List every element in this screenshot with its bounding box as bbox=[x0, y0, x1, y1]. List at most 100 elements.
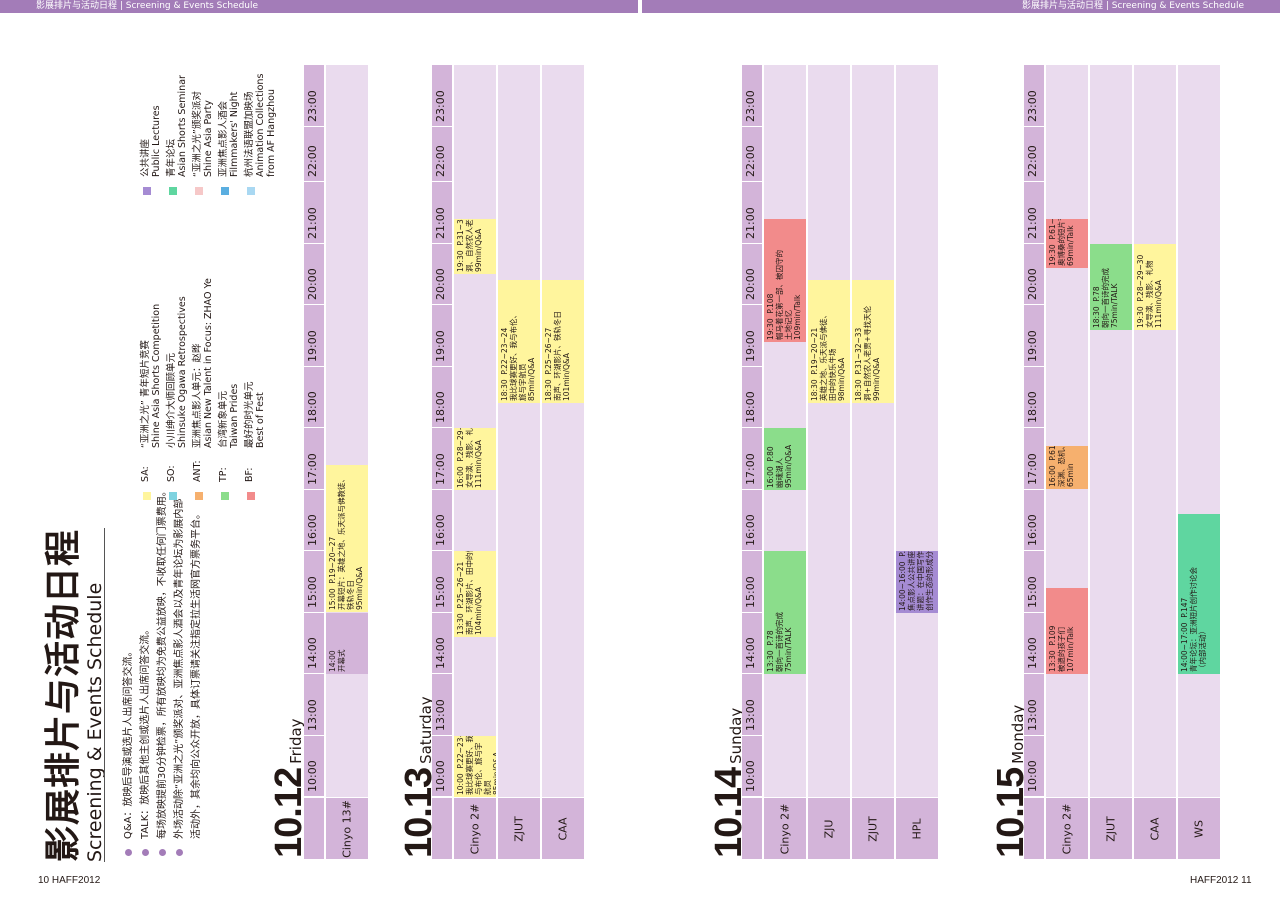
time-label: 20:00 bbox=[434, 268, 447, 300]
time-label: 17:00 bbox=[744, 452, 757, 485]
time-label: 19:00 bbox=[744, 329, 757, 362]
event-text: 16:00 P.80 幽魂湖人 95min/Q&A bbox=[766, 444, 793, 488]
event-block[interactable]: 16:00 P.80 幽魂湖人 95min/Q&A bbox=[764, 428, 806, 490]
venue-name-cell: HPL bbox=[896, 797, 938, 859]
venue-label: CAA bbox=[1148, 816, 1162, 841]
time-label: 18:00 bbox=[1026, 391, 1039, 423]
legend-swatch bbox=[143, 492, 151, 500]
corner-cell bbox=[432, 797, 452, 859]
bullet-icon bbox=[176, 849, 183, 856]
corner-cell bbox=[304, 797, 324, 859]
event-block[interactable]: 18:30 P.22~23~24 我比球赛更好、我与布伦、 旅与宇航员 85mi… bbox=[498, 280, 540, 404]
time-label: 10:00 bbox=[744, 760, 757, 792]
time-label: 21:00 bbox=[744, 206, 757, 239]
legend-swatch bbox=[221, 492, 229, 500]
event-block[interactable]: 14:00~17:00 P.147 青年论坛：亚洲短片创作讨论会 （内部活动） bbox=[1178, 514, 1220, 674]
time-label: 22:00 bbox=[1026, 145, 1039, 177]
event-text: 18:30 P.22~23~24 我比球赛更好、我与布伦、 旅与宇航员 85mi… bbox=[500, 311, 536, 402]
event-block[interactable]: 19:30 P.61~60~62 奥博桑的短片节第一场 69min/Talk bbox=[1046, 218, 1088, 269]
time-tick: 10:00 bbox=[1024, 736, 1044, 797]
legend-label: 亚洲焦点影人酒会 Filmmakers' Night bbox=[218, 91, 240, 177]
event-text: 19:30 P.108 帽马着花第一部、被囚守的 土地记忆 109min/Tal… bbox=[766, 249, 802, 340]
time-tick: 15:00 bbox=[1024, 551, 1044, 613]
venue-label: ZJUT bbox=[866, 815, 880, 842]
time-label: 20:00 bbox=[1026, 268, 1039, 300]
time-tick: 10:00 bbox=[742, 736, 762, 797]
event-block[interactable]: 19:30 P.31~32~33 洞、自然农人老贾、寻找天伦 99min/Q&A bbox=[454, 218, 496, 275]
event-text: 16:00 P.28~29~30 女导演、残影、礼物 111min/Q&A bbox=[456, 428, 483, 488]
event-block[interactable]: 18:30 P.25~26~27 南声、环湖影片、铁轨冬日 101min/Q&A bbox=[542, 280, 584, 404]
venue-label: Cinyo 13# bbox=[340, 799, 354, 858]
time-tick: 21:00 bbox=[304, 182, 324, 244]
event-block[interactable]: 16:00 P.28~29~30 女导演、残影、礼物 111min/Q&A bbox=[454, 428, 496, 490]
time-tick: 23:00 bbox=[742, 65, 762, 127]
venue-label: ZJUT bbox=[1104, 815, 1118, 842]
legend-item: 杭州法语联盟加映场 Animation Collections from AF H… bbox=[244, 55, 277, 195]
legend-swatch bbox=[169, 492, 177, 500]
venue-column: ZJUT bbox=[850, 65, 894, 859]
time-label: 10:00 bbox=[306, 760, 319, 792]
time-label: 13:00 bbox=[306, 698, 319, 731]
event-block[interactable]: 18:30 P.19~20~21 英雄之地、乐天派与佛徒、 田中的快乐牛场 98… bbox=[808, 280, 850, 404]
time-label: 14:00 bbox=[434, 637, 447, 669]
bullet-icon bbox=[159, 849, 166, 856]
venue-label: Cinyo 2# bbox=[778, 803, 792, 854]
time-tick: 18:00 bbox=[742, 367, 762, 428]
time-tick: 15:00 bbox=[742, 551, 762, 613]
venue-name-cell: Cinyo 2# bbox=[1046, 797, 1088, 859]
time-tick: 20:00 bbox=[432, 244, 452, 305]
time-tick: 19:00 bbox=[432, 305, 452, 367]
time-label: 16:00 bbox=[306, 514, 319, 546]
event-block[interactable]: 19:30 P.28~29~30 女导演、残影、礼物 111min/Q&A bbox=[1134, 243, 1176, 330]
time-tick: 14:00 bbox=[1024, 613, 1044, 674]
legend-label: 亚洲焦点影人单元：赵晔 Asian New Talent in Focus: ZH… bbox=[192, 278, 214, 448]
bullet-icon bbox=[142, 849, 149, 856]
legend-events: 公共讲座 Public Lectures 青年论坛 Asian Shorts Semi… bbox=[140, 55, 277, 195]
time-label: 14:00 bbox=[306, 637, 319, 669]
event-block[interactable]: 14:00 开幕式 bbox=[326, 612, 368, 674]
time-tick: 17:00 bbox=[432, 428, 452, 490]
event-text: 18:30 P.19~20~21 英雄之地、乐天派与佛徒、 田中的快乐牛场 98… bbox=[810, 311, 846, 402]
time-tick: 19:00 bbox=[742, 305, 762, 367]
event-block[interactable]: 18:30 P.78 朝向一首诗的完成 75min/TALK bbox=[1090, 243, 1132, 330]
time-tick: 20:00 bbox=[304, 244, 324, 305]
time-tick: 21:00 bbox=[432, 182, 452, 244]
venue-name-cell: ZJUT bbox=[498, 797, 540, 859]
event-block[interactable]: 13:30 P.25~26~21 南声、环湖影片、田中的快乐牛场 104min/… bbox=[454, 551, 496, 638]
time-tick: 18:00 bbox=[1024, 367, 1044, 428]
title-chinese: 影展排片与活动日程 bbox=[43, 528, 84, 862]
time-label: 13:00 bbox=[744, 698, 757, 731]
time-label: 20:00 bbox=[744, 268, 757, 300]
time-tick: 19:00 bbox=[1024, 305, 1044, 367]
time-label: 19:00 bbox=[1026, 329, 1039, 362]
page-gutter bbox=[638, 0, 642, 909]
event-block[interactable]: 16:00 P.61~60~62 深渊、恐机、深涵涌 65min bbox=[1046, 446, 1088, 490]
event-block[interactable]: 13:30 P.78 朝向一首诗的完成 75min/TALK bbox=[764, 551, 806, 674]
time-label: 16:00 bbox=[434, 514, 447, 546]
venue-label: HPL bbox=[910, 817, 924, 840]
time-label: 10:00 bbox=[1026, 760, 1039, 792]
time-tick: 16:00 bbox=[432, 490, 452, 551]
time-label: 21:00 bbox=[434, 206, 447, 239]
venue-column: ZJUT bbox=[496, 65, 540, 859]
time-tick: 17:00 bbox=[304, 428, 324, 490]
time-column: 10:00 13:00 14:00 15:00 16:00 17:00 18:00 19:00… bbox=[742, 65, 762, 797]
time-tick: 19:00 bbox=[304, 305, 324, 367]
legend-label: 青年论坛 Asian Shorts Seminar bbox=[166, 75, 188, 177]
legend-swatch bbox=[195, 492, 203, 500]
legend-item: 公共讲座 Public Lectures bbox=[140, 55, 162, 195]
event-block[interactable]: 14:00~16:00 P.144 焦点影人公共讲座 讲题：在中国写作青年影人 … bbox=[896, 551, 938, 613]
event-text: 18:30 P.31~32~33 洞+自然农人老贾+寻找天伦 99min/Q&A bbox=[854, 306, 881, 402]
time-tick: 14:00 bbox=[432, 613, 452, 674]
event-block[interactable]: 10:00 P.22~23~24 我比球赛更好、我 与布伦、旅与宇 航员 85m… bbox=[454, 735, 496, 797]
event-block[interactable]: 15:00 P.19~20~27 开幕短片：英雄之地、乐天派与佛教徒、 铁轨冬日… bbox=[326, 464, 368, 613]
event-block[interactable]: 18:30 P.31~32~33 洞+自然农人老贾+寻找天伦 99min/Q&A bbox=[852, 280, 894, 404]
time-tick: 22:00 bbox=[1024, 121, 1044, 182]
time-label: 19:00 bbox=[434, 329, 447, 362]
page-number-left: 10 HAFF2012 bbox=[38, 875, 101, 886]
event-block[interactable]: 13:30 P.109 被遗的孩子们 107min/Talk bbox=[1046, 587, 1088, 674]
time-label: 17:00 bbox=[1026, 452, 1039, 485]
time-label: 18:00 bbox=[744, 391, 757, 423]
event-block[interactable]: 19:30 P.108 帽马着花第一部、被囚守的 土地记忆 109min/Tal… bbox=[764, 218, 806, 342]
time-label: 23:00 bbox=[306, 89, 319, 122]
